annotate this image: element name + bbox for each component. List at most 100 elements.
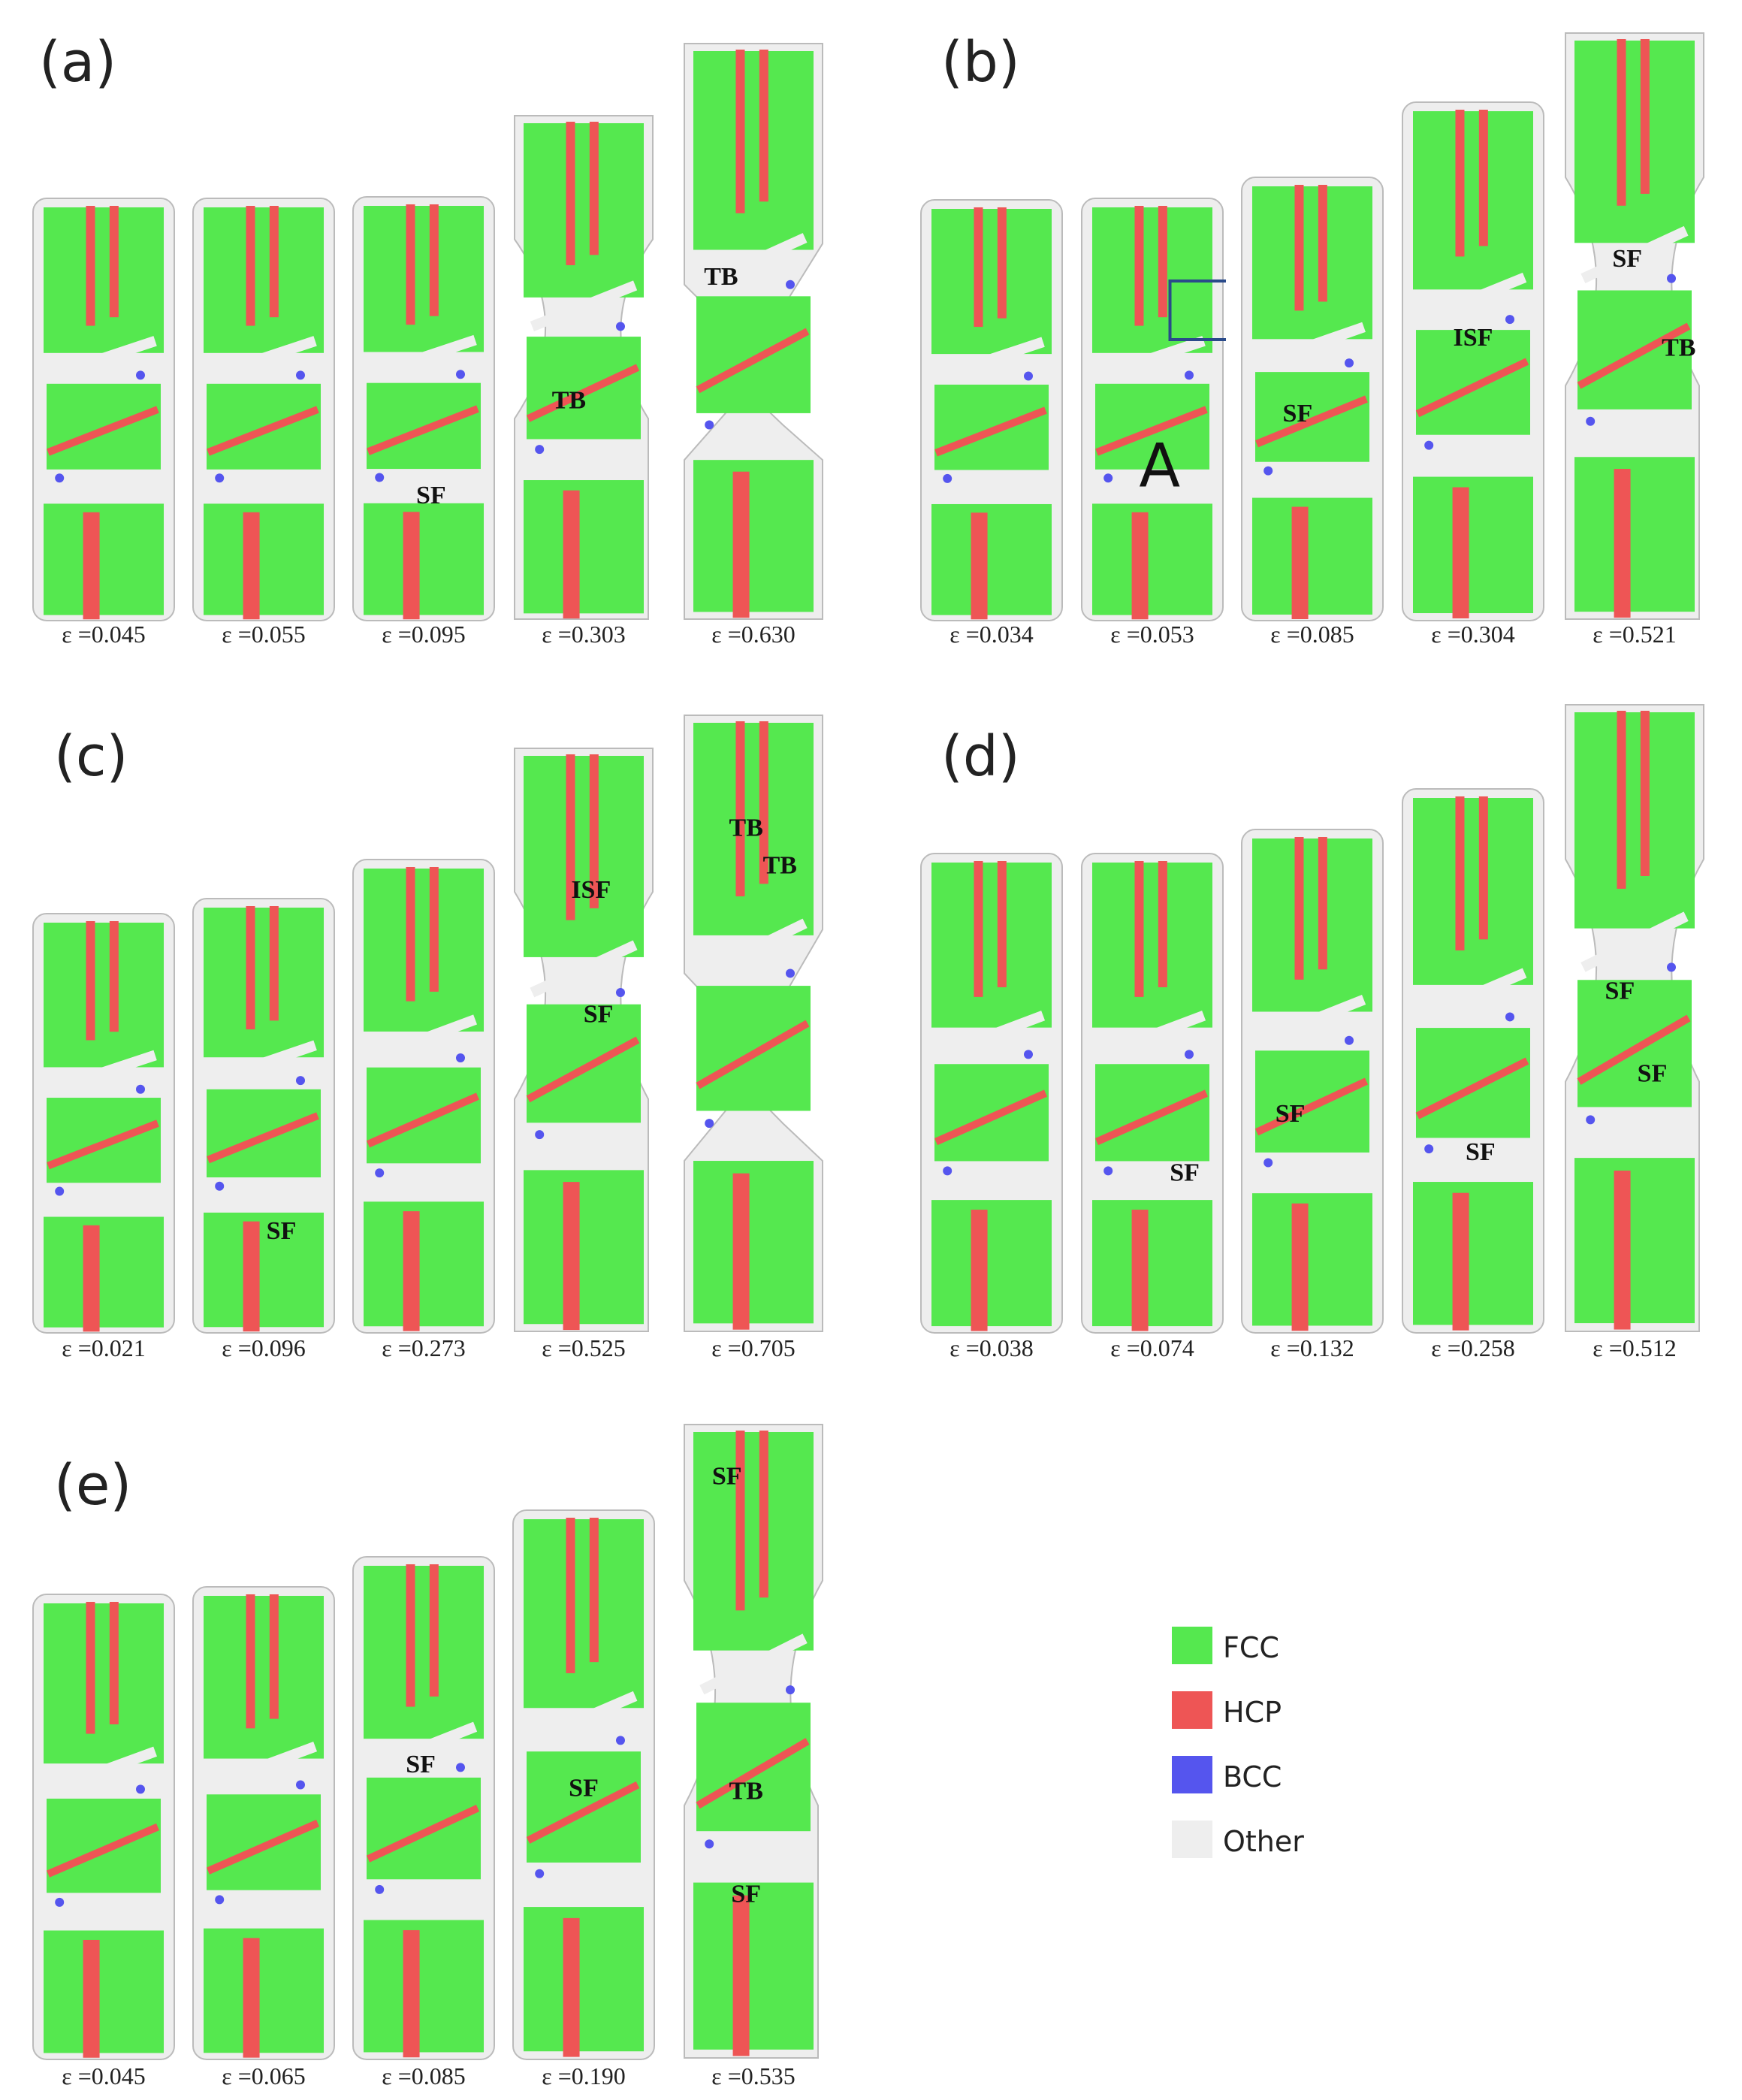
bcc-atom — [1667, 273, 1676, 283]
fcc-grain-middle — [47, 1798, 161, 1893]
fcc-grain-middle — [207, 1794, 321, 1890]
sample-3-1: SF — [1081, 853, 1224, 1334]
fcc-grain-bottom — [1252, 497, 1372, 615]
fcc-grain-top — [1252, 838, 1372, 1012]
fcc-grain-top — [524, 123, 644, 298]
bcc-atom — [296, 370, 305, 380]
hcp-band — [366, 1804, 480, 1863]
defect-label: TB — [704, 263, 738, 291]
hcp-band — [759, 50, 768, 202]
fcc-grain-bottom — [44, 1930, 164, 2053]
strain-label-1-1: ε =0.053 — [1110, 621, 1194, 648]
defect-label: ISF — [1454, 324, 1493, 352]
strain-label-1-2: ε =0.085 — [1270, 621, 1354, 648]
bcc-atom — [1424, 1144, 1434, 1154]
fcc-grain-middle — [1095, 1064, 1209, 1162]
fcc-grain-top — [44, 1603, 164, 1764]
grain-boundary — [1580, 911, 1689, 972]
fcc-grain-bottom — [1413, 476, 1533, 614]
hcp-band — [589, 1518, 599, 1663]
fcc-grain-bottom — [1574, 1158, 1695, 1324]
fcc-grain-top — [204, 207, 324, 353]
hcp-band — [971, 512, 988, 620]
hcp-band — [526, 364, 640, 422]
hcp-band — [246, 906, 255, 1030]
strain-label-4-2: ε =0.085 — [382, 2062, 466, 2089]
hcp-band — [563, 1182, 580, 1331]
grain-boundary — [1419, 272, 1527, 325]
bcc-atom — [375, 1884, 385, 1894]
region-label: A — [1139, 431, 1180, 501]
fcc-grain-middle — [934, 1064, 1049, 1162]
sample-2-1: SF — [192, 898, 335, 1334]
hcp-band — [47, 1119, 159, 1170]
strain-label-1-3: ε =0.304 — [1431, 621, 1515, 648]
hcp-band — [732, 471, 750, 618]
bcc-atom — [1667, 962, 1676, 972]
grain-boundary — [370, 334, 477, 379]
bcc-atom — [1505, 1012, 1514, 1022]
sample-1-4: SF TB — [1565, 32, 1704, 620]
hcp-band — [83, 512, 100, 620]
fcc-grain-bottom — [364, 1920, 484, 2053]
hcp-band — [1294, 185, 1304, 311]
hcp-band — [1452, 487, 1469, 619]
hcp-band — [1415, 1057, 1529, 1119]
hcp-band — [759, 1431, 768, 1598]
fcc-grain-top — [1574, 712, 1695, 929]
hcp-band — [1158, 206, 1167, 318]
grain-boundary — [1259, 322, 1366, 368]
strain-label-0-4: ε =0.630 — [711, 621, 796, 648]
bcc-atom — [1424, 440, 1434, 450]
fcc-grain-bottom — [364, 503, 484, 615]
hcp-band — [735, 1431, 745, 1611]
grain-boundary — [50, 336, 157, 381]
strain-label-0-3: ε =0.303 — [542, 621, 626, 648]
hcp-band — [1455, 796, 1465, 950]
grain-boundary — [1419, 968, 1527, 1022]
grain-boundary — [1258, 995, 1366, 1046]
hcp-band — [1294, 837, 1304, 980]
panel-label-e: (e) — [54, 1453, 132, 1518]
hcp-band — [1318, 837, 1327, 970]
hcp-band — [732, 1895, 750, 2056]
bcc-atom — [1505, 315, 1514, 325]
defect-label: TB — [552, 387, 586, 415]
sample-4-4: SF TB SF — [684, 1424, 823, 2059]
bcc-atom — [1345, 1035, 1354, 1045]
bcc-atom — [1103, 1166, 1113, 1176]
grain-boundary — [50, 1746, 158, 1794]
hcp-band — [1094, 1089, 1209, 1146]
fcc-grain-bottom — [931, 1200, 1052, 1327]
hcp-band — [246, 206, 255, 326]
hcp-band — [1614, 1171, 1631, 1330]
hcp-band — [83, 1939, 100, 2058]
fcc-grain-middle — [207, 1089, 321, 1178]
fcc-grain-top — [693, 51, 814, 250]
grain-boundary — [530, 940, 638, 998]
hcp-band — [1131, 1210, 1149, 1331]
fcc-grain-bottom — [524, 480, 644, 614]
sample-0-1 — [192, 198, 335, 621]
grain-boundary — [1099, 336, 1206, 381]
fcc-grain-bottom — [524, 1907, 644, 2052]
bcc-atom — [786, 279, 795, 289]
bcc-atom — [943, 473, 953, 483]
defect-label: SF — [731, 1880, 761, 1908]
bcc-atom — [375, 1168, 385, 1178]
hcp-band — [243, 1221, 260, 1332]
bcc-atom — [705, 420, 714, 430]
hcp-band — [732, 1173, 750, 1330]
hcp-band — [243, 512, 260, 620]
hcp-band — [1614, 469, 1631, 618]
defect-label: TB — [729, 814, 763, 842]
strain-label-0-1: ε =0.055 — [222, 621, 306, 648]
hcp-band — [1617, 711, 1626, 889]
bcc-atom — [136, 370, 145, 380]
sample-2-0 — [32, 913, 175, 1334]
fcc-grain-top — [524, 1519, 644, 1709]
bcc-atom — [1103, 473, 1113, 483]
strain-label-2-3: ε =0.525 — [542, 1334, 626, 1361]
fcc-grain-bottom — [524, 1170, 644, 1325]
strain-label-4-3: ε =0.190 — [542, 2062, 626, 2089]
